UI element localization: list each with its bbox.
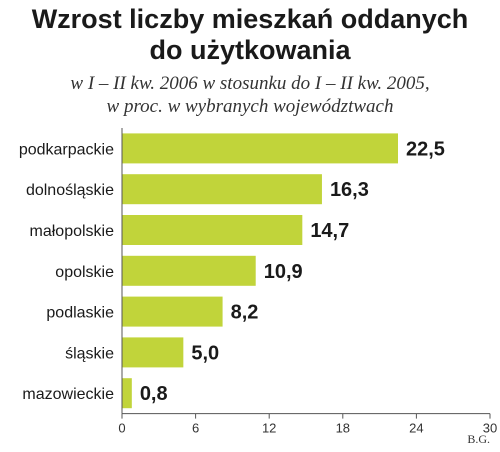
bar-6 xyxy=(122,378,132,409)
category-label-1: dolnośląskie xyxy=(26,182,114,199)
chart-subtitle-line-1: w I – II kw. 2006 w stosunku do I – II k… xyxy=(70,73,430,94)
chart-subtitle: w I – II kw. 2006 w stosunku do I – II k… xyxy=(0,72,500,118)
author-credit: B.G. xyxy=(467,432,490,446)
value-label-4: 8,2 xyxy=(231,302,259,324)
category-label-2: małopolskie xyxy=(30,223,115,240)
value-label-6: 0,8 xyxy=(140,383,168,405)
x-tick-label-0: 0 xyxy=(118,421,125,436)
bar-5 xyxy=(122,337,184,368)
chart-title-line-1: Wzrost liczby mieszkań oddanych xyxy=(31,4,469,34)
value-label-5: 5,0 xyxy=(191,342,219,364)
x-tick-label-5: 30 xyxy=(483,421,497,436)
category-label-4: podlaskie xyxy=(46,305,114,322)
bar-0 xyxy=(122,133,398,164)
bar-1 xyxy=(122,174,322,205)
value-label-3: 10,9 xyxy=(264,261,303,283)
x-tick-label-2: 12 xyxy=(262,421,276,436)
category-label-5: śląskie xyxy=(65,345,114,362)
category-label-3: opolskie xyxy=(55,264,114,281)
value-label-1: 16,3 xyxy=(330,179,369,201)
chart-title-line-2: do użytkowania xyxy=(149,35,351,65)
category-label-6: mazowieckie xyxy=(22,386,114,403)
chart-title: Wzrost liczby mieszkań oddanych do użytk… xyxy=(0,4,500,66)
bar-2 xyxy=(122,215,303,245)
bar-3 xyxy=(122,255,256,286)
value-label-2: 14,7 xyxy=(310,220,349,242)
x-tick-label-3: 18 xyxy=(336,421,350,436)
chart-subtitle-line-2: w proc. w wybranych województwach xyxy=(106,96,394,117)
bar-4 xyxy=(122,296,223,327)
category-label-0: podkarpackie xyxy=(19,141,114,158)
value-label-0: 22,5 xyxy=(406,138,445,160)
x-tick-label-4: 24 xyxy=(409,421,423,436)
x-tick-label-1: 6 xyxy=(192,421,199,436)
